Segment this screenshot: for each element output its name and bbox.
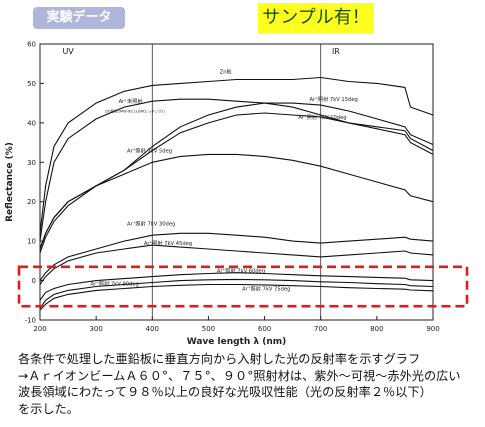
x-tick-label: 600 <box>258 325 271 333</box>
x-tick-label: 800 <box>370 325 383 333</box>
caption-line: 各条件で処理した亜鉛板に垂直方向から入射した光の反射率を示すグラフ <box>18 352 421 366</box>
x-tick-label: 400 <box>146 325 159 333</box>
curve-label: Ar⁺未照射 <box>119 97 143 105</box>
y-tick-label: -10 <box>25 317 36 325</box>
series-line <box>39 102 434 250</box>
chart-curve-labels: Zn板 Ar⁺未照射 (2h照射2MW·IEC(1分Mエッチング)) Ar⁺照射 7k… <box>91 68 358 293</box>
region-label-ir: IR <box>332 47 340 56</box>
x-tick-label: 500 <box>202 325 215 333</box>
y-tick-label: 10 <box>27 238 36 246</box>
series-line <box>39 98 434 242</box>
series-line <box>39 278 434 309</box>
red-dashed-highlight <box>17 265 469 308</box>
highlight-box <box>17 265 469 308</box>
series-line <box>39 112 434 250</box>
curve-label: Ar⁺照射 7kV 75deg <box>242 284 290 292</box>
reflectance-chart: 200 300 400 500 600 700 800 900 -10 0 10 20 30 40 50 60… <box>5 41 469 348</box>
chart-axes: 200 300 400 500 600 700 800 900 -10 0 10 20 30 40 50 60… <box>5 41 440 348</box>
experiment-data-badge: 実験データ <box>33 7 125 29</box>
series-line <box>39 272 434 301</box>
curve-label: Ar⁺照射 7kV 45deg <box>144 239 192 247</box>
chart-series-lines <box>39 76 434 311</box>
chart-caption: 各条件で処理した亜鉛板に垂直方向から入射した光の反射率を示すグラフ →Ａｒイオン… <box>18 351 480 417</box>
curve-label: Ar⁺照射 7kV 10deg <box>298 113 346 121</box>
series-line <box>39 153 434 254</box>
region-label-uv: UV <box>62 47 74 56</box>
y-axis-label: Reflectance (%) <box>5 142 15 222</box>
x-tick-label: 300 <box>89 325 102 333</box>
series-line <box>39 76 434 234</box>
y-tick-label: 0 <box>32 277 36 285</box>
x-tick-label: 700 <box>314 325 327 333</box>
y-tick-label: 30 <box>27 159 36 167</box>
x-axis-label: Wave length λ (nm) <box>187 337 287 347</box>
curve-label: Ar⁺照射 7kV 15deg <box>309 95 357 103</box>
y-tick-label: 50 <box>27 80 36 88</box>
series-line <box>39 232 434 281</box>
y-tick-label: 40 <box>27 119 36 127</box>
curve-label: Ar⁺照射 7kV 90deg <box>91 279 139 287</box>
curve-label: Ar⁺照射 7kV 30deg <box>127 219 175 227</box>
sample-available-label: サンプル有！ <box>258 3 374 33</box>
series-line <box>39 244 434 285</box>
plot-frame <box>39 43 434 321</box>
curve-label: Ar⁺照射 7kV 60deg <box>217 267 265 275</box>
y-tick-label: 60 <box>27 41 36 49</box>
curve-label: (2h照射2MW·IEC(1分Mエッチング)) <box>105 109 166 114</box>
curve-label: Zn板 <box>220 68 233 76</box>
series-line <box>39 283 434 311</box>
caption-line: 波長領域にわたって９８％以上の良好な光吸収性能（光の反射率２％以下） <box>18 385 432 399</box>
x-tick-label: 200 <box>33 325 46 333</box>
y-tick-label: 20 <box>27 198 36 206</box>
caption-line: を示した。 <box>18 401 79 416</box>
caption-line: →ＡｒイオンビームＡ６０°、７５°、９０°照射材は、紫外～可視～赤外光の広い <box>18 368 461 383</box>
curve-label: Ar⁺照射 7kV 5deg <box>127 146 172 154</box>
x-tick-label: 900 <box>426 325 439 333</box>
